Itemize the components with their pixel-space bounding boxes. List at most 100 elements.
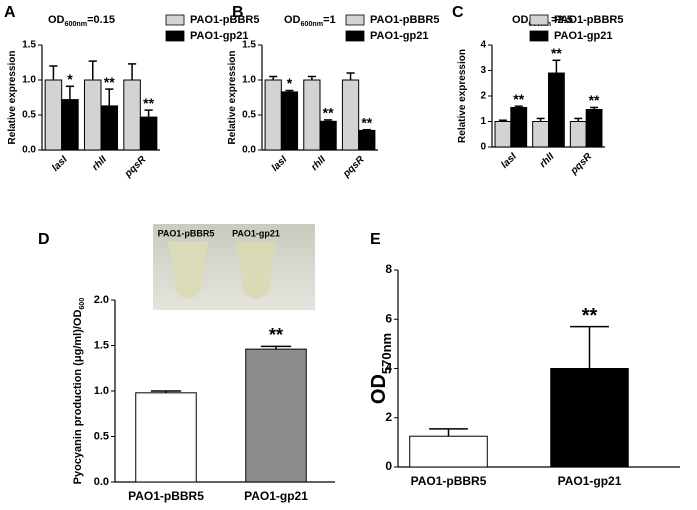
legend-label: PAO1-pBBR5 <box>554 14 623 26</box>
y-tick-label: 0.0 <box>22 145 36 156</box>
legend-swatch <box>165 14 185 26</box>
y-tick-label: 4 <box>480 40 486 51</box>
error-bar <box>127 63 137 80</box>
x-tick-label: pqsR <box>340 154 367 181</box>
significance-label: * <box>287 75 293 91</box>
y-tick-label: 0 <box>385 459 392 473</box>
error-bar <box>346 72 355 80</box>
x-tick-label: PAO1-pBBR5 <box>128 489 204 503</box>
y-tick-label: 1.5 <box>94 339 109 351</box>
error-bar <box>269 75 278 80</box>
significance-label: ** <box>323 105 334 121</box>
x-tick-label: PAO1-gp21 <box>558 474 622 488</box>
y-tick-label: 0.5 <box>242 110 256 121</box>
photo-label: PAO1-pBBR5 <box>158 228 215 238</box>
y-tick-label: 1.5 <box>242 40 256 51</box>
bar <box>532 121 549 148</box>
x-tick-label: rhlI <box>90 154 109 173</box>
bar <box>280 91 299 151</box>
y-tick-label: 0.0 <box>242 145 256 156</box>
x-tick-label: pqsR <box>568 151 595 178</box>
significance-label: ** <box>269 325 283 345</box>
panel-title-part: =0.15 <box>87 14 115 26</box>
x-tick-label: PAO1-pBBR5 <box>411 474 487 488</box>
error-bar <box>307 75 316 80</box>
significance-label: ** <box>589 92 600 108</box>
error-bar <box>362 128 371 131</box>
y-axis-label-part: Relative expression <box>7 51 18 145</box>
error-bar <box>498 119 507 122</box>
panel-title-part: OD <box>284 14 301 26</box>
bar <box>319 120 337 151</box>
bar <box>135 392 197 483</box>
panel-title-part: OD <box>48 14 65 26</box>
y-tick-label: 1.5 <box>22 40 36 51</box>
legend-label: PAO1-pBBR5 <box>370 14 439 26</box>
significance-label: ** <box>513 91 524 107</box>
error-bar <box>536 117 545 122</box>
bar <box>264 79 282 151</box>
legend-label: PAO1-gp21 <box>554 30 612 42</box>
y-axis-label-part: Relative expression <box>227 51 238 145</box>
x-tick-label: PAO1-gp21 <box>244 489 308 503</box>
panel-title-part: =2.5 <box>551 14 573 26</box>
bar <box>123 79 141 151</box>
significance-label: ** <box>361 114 372 130</box>
panel-title-part: OD <box>512 14 529 26</box>
photo <box>153 224 315 310</box>
x-tick-label: lasI <box>50 154 70 174</box>
legend-swatch <box>529 30 549 42</box>
y-axis-label-part: 600 <box>78 298 86 310</box>
panel-title-part: =1 <box>323 14 336 26</box>
bar <box>585 109 603 148</box>
y-tick-label: 2.0 <box>94 294 109 306</box>
y-tick-label: 0.5 <box>94 430 109 442</box>
photo-label: PAO1-gp21 <box>232 228 280 238</box>
y-axis-label: OD570nm <box>368 333 394 404</box>
y-axis-label-part: OD <box>368 374 390 404</box>
y-axis-label-part: 570nm <box>379 333 394 374</box>
panel-title: OD600nm=0.15 <box>48 14 115 28</box>
error-bar <box>574 117 583 122</box>
legend-swatch <box>345 14 365 26</box>
bar <box>245 348 307 483</box>
bar <box>494 121 512 148</box>
error-bar <box>570 325 609 369</box>
legend-label: PAO1-pBBR5 <box>190 14 259 26</box>
y-axis-label: Pyocyanin production (μg/ml)/OD600 <box>72 298 86 485</box>
legend-label: PAO1-gp21 <box>190 30 248 42</box>
x-tick-label: rhlI <box>309 154 328 173</box>
error-bar <box>260 345 292 350</box>
error-bar <box>324 119 333 122</box>
bar <box>100 105 119 151</box>
panel-title-part: 600nm <box>301 20 324 28</box>
legend-swatch <box>529 14 549 26</box>
bar <box>510 106 528 148</box>
bar <box>341 79 360 151</box>
panel-letter: A <box>4 4 16 21</box>
panel-letter: E <box>370 231 381 248</box>
y-tick-label: 6 <box>385 311 392 325</box>
bar <box>139 116 158 151</box>
significance-label: ** <box>104 74 115 90</box>
y-tick-label: 1.0 <box>242 75 256 86</box>
y-axis-label-part: Relative expression <box>457 49 468 143</box>
significance-label: ** <box>582 305 598 327</box>
significance-label: * <box>67 71 73 87</box>
x-tick-label: lasI <box>270 154 290 174</box>
y-tick-label: 0.5 <box>22 110 36 121</box>
error-bar <box>65 85 75 100</box>
bar <box>569 121 587 148</box>
y-tick-label: 2 <box>385 410 392 424</box>
y-tick-label: 2 <box>480 91 486 102</box>
panel-letter: C <box>452 4 464 21</box>
bar <box>61 99 79 151</box>
bar <box>409 435 488 468</box>
significance-label: ** <box>551 45 562 61</box>
error-bar <box>514 105 523 108</box>
bar <box>83 79 102 151</box>
x-tick-label: lasI <box>499 151 519 171</box>
error-bar <box>552 59 561 74</box>
bar <box>358 129 376 151</box>
